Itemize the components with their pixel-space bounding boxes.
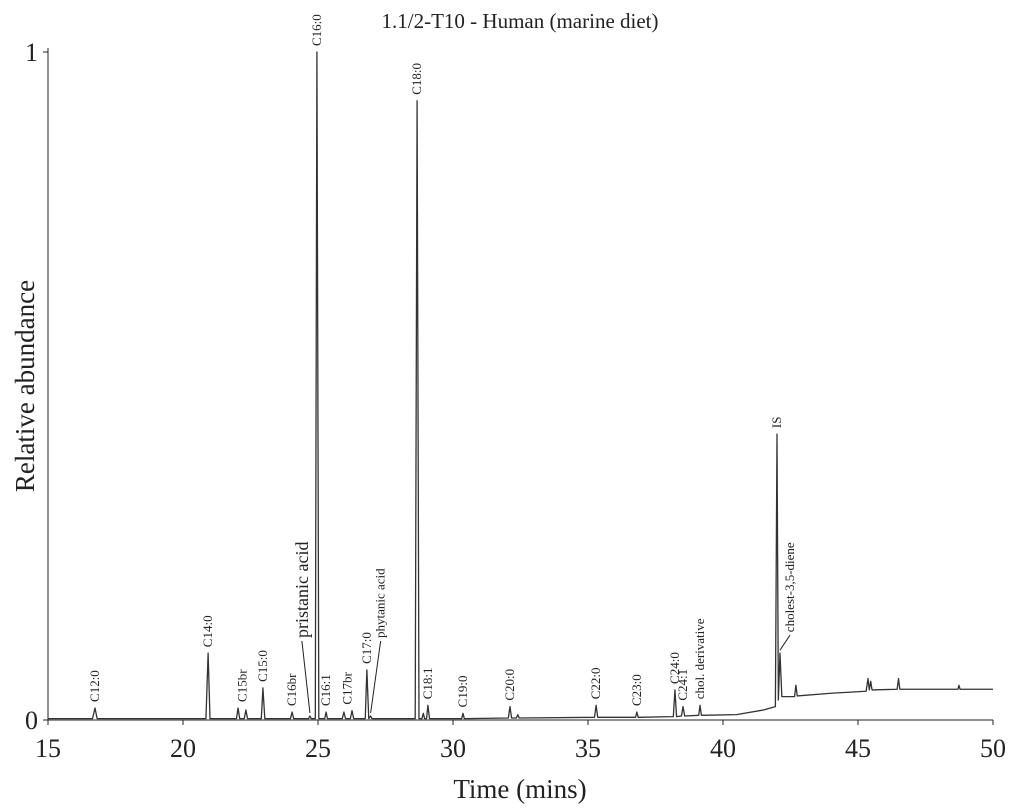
x-tick-label: 50 [980,734,1006,763]
peak-label: C20:0 [502,669,517,701]
x-tick-label: 25 [305,734,331,763]
y-axis-label: Relative abundance [10,280,40,492]
peak-label: C23:0 [629,674,644,706]
peak-label: C17:0 [359,632,374,664]
peak-label: C24:1 [675,669,690,701]
peak-label: C24:0 [667,652,682,684]
peak-label: C16:0 [309,14,324,46]
peak-label: phytanic acid [373,568,388,638]
leader-line [370,640,382,714]
y-tick-label: 0 [25,706,38,735]
chart-title: 1.1/2-T10 - Human (marine diet) [382,9,659,33]
peak-label: C18:1 [420,668,435,700]
x-tick-label: 20 [170,734,196,763]
peak-label: C22:0 [588,668,603,700]
leader-line [301,640,311,714]
peak-label: C12:0 [87,670,102,702]
peak-label: C16br [284,673,299,706]
peak-label: C17br [340,671,355,704]
y-tick-label: 1 [25,38,38,67]
peak-label: C18:0 [409,63,424,95]
x-axis-label: Time (mins) [453,774,586,804]
peak-label: pristanic acid [292,542,312,638]
x-tick-label: 40 [710,734,736,763]
peak-label: cholest-3,5-diene [782,542,797,632]
peak-label: C15br [234,669,249,702]
chromatogram-trace [48,51,993,720]
leader-line [779,634,791,651]
x-tick-label: 15 [35,734,61,763]
peak-label: C16:1 [318,674,333,706]
peak-label: IS [769,417,784,429]
x-tick-label: 35 [575,734,601,763]
peak-label: C15:0 [255,650,270,682]
peak-label: C19:0 [455,676,470,708]
peak-label: C14:0 [200,615,215,647]
x-tick-label: 30 [440,734,466,763]
x-tick-label: 45 [845,734,871,763]
peak-label: chol. derivative [692,618,707,699]
